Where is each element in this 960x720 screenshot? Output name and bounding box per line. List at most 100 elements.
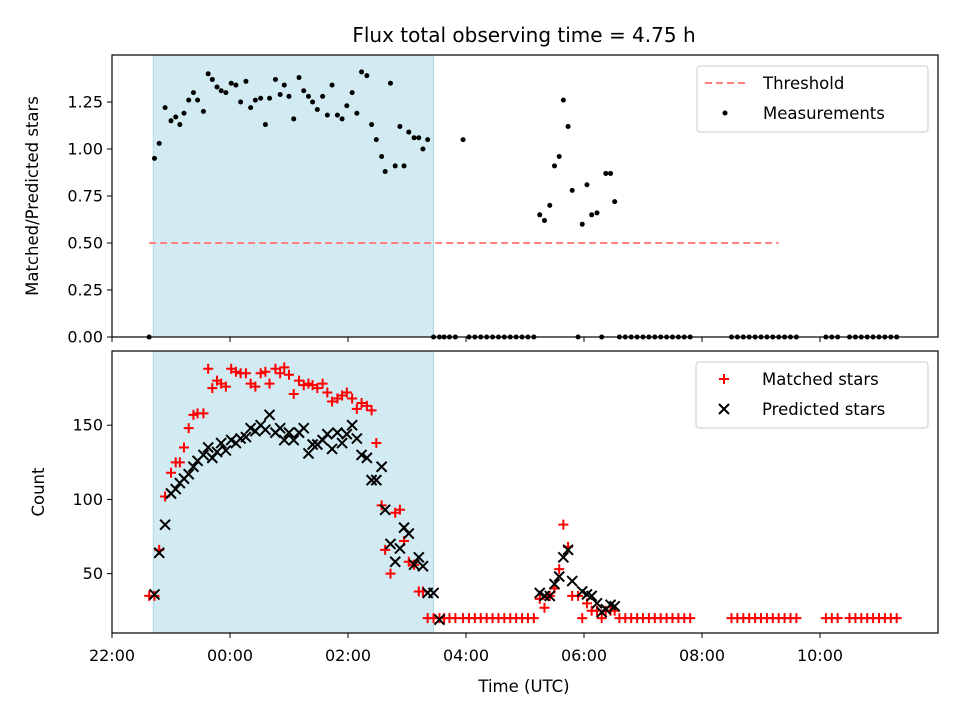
data-point — [579, 221, 585, 227]
data-point — [306, 438, 319, 451]
data-point — [200, 108, 206, 114]
data-point — [387, 80, 393, 86]
data-point — [281, 82, 287, 88]
data-point — [170, 483, 182, 495]
data-point — [371, 438, 382, 449]
data-point — [248, 105, 254, 111]
data-point — [385, 568, 396, 579]
data-point — [203, 363, 214, 374]
x-tick-label: 04:00 — [443, 646, 489, 665]
data-point — [566, 575, 578, 587]
data-point — [177, 122, 183, 128]
legend-swatch — [719, 374, 729, 384]
data-point — [336, 437, 348, 449]
data-point — [612, 199, 618, 205]
data-point — [403, 527, 415, 540]
data-point — [228, 80, 234, 86]
data-point — [238, 99, 244, 105]
legend-box — [695, 361, 929, 429]
data-point — [392, 163, 398, 169]
data-point — [298, 422, 310, 434]
data-point — [408, 559, 420, 571]
data-point — [577, 613, 588, 624]
data-point — [541, 217, 547, 223]
data-point — [539, 602, 550, 613]
data-point — [215, 437, 227, 449]
data-point — [153, 547, 165, 559]
data-point — [262, 122, 268, 128]
data-point — [562, 544, 574, 556]
data-point — [354, 110, 360, 116]
data-point — [223, 90, 229, 96]
data-point — [375, 461, 388, 473]
data-point — [584, 182, 590, 188]
data-point — [166, 467, 176, 478]
data-point — [214, 84, 220, 90]
data-point — [321, 428, 334, 440]
data-point — [310, 99, 316, 105]
data-point — [182, 468, 195, 480]
data-point — [277, 91, 283, 97]
data-point — [259, 423, 272, 436]
y-tick-label: 0.00 — [67, 328, 103, 347]
data-point — [305, 93, 311, 99]
y-axis-label: Count — [29, 467, 48, 517]
count-panel: 50 100 150 Count Matched stars Predicted star… — [29, 350, 939, 638]
data-point — [569, 187, 575, 193]
data-point — [596, 613, 607, 624]
data-point — [558, 519, 569, 530]
data-point — [275, 368, 286, 379]
data-point — [243, 78, 249, 84]
data-point — [301, 88, 307, 94]
data-point — [791, 613, 802, 624]
data-point — [159, 518, 171, 531]
data-point — [198, 408, 209, 419]
data-point — [279, 362, 290, 373]
data-point — [365, 474, 378, 486]
legend-label: Predicted stars — [762, 400, 885, 419]
data-point — [278, 434, 290, 446]
data-point — [552, 163, 557, 169]
data-point — [417, 560, 429, 572]
data-point — [312, 383, 323, 394]
data-point — [298, 380, 309, 391]
data-point — [537, 212, 543, 218]
data-point — [181, 110, 187, 116]
data-point — [258, 95, 264, 101]
data-point — [547, 202, 553, 208]
x-tick-label: 02:00 — [325, 646, 371, 665]
data-point — [322, 387, 333, 398]
data-point — [351, 432, 363, 445]
data-point — [156, 140, 162, 146]
legend-label: Threshold — [762, 74, 844, 93]
data-point — [291, 116, 297, 122]
data-point — [334, 112, 340, 118]
data-point — [149, 590, 160, 601]
data-point — [183, 423, 194, 434]
data-point — [460, 137, 466, 143]
data-point — [252, 97, 258, 103]
data-point — [230, 366, 241, 377]
data-point — [272, 76, 278, 82]
x-axis-label: Time (UTC) — [477, 677, 569, 696]
observing-window-shade — [153, 55, 434, 337]
data-point — [283, 426, 295, 439]
data-point — [218, 88, 224, 94]
data-point — [346, 419, 358, 431]
data-point — [240, 431, 252, 443]
data-point — [433, 613, 446, 626]
ratio-panel: 0.00 0.25 0.50 0.75 1.00 1.25 Matched/Predicte… — [23, 54, 939, 347]
chart-title: Flux total observing time = 4.75 h — [352, 23, 695, 47]
data-point — [389, 556, 401, 568]
legend-swatch — [718, 403, 730, 415]
data-point — [553, 570, 565, 583]
y-tick-label: 50 — [83, 564, 103, 583]
data-point — [589, 212, 595, 218]
data-point — [413, 551, 425, 564]
data-point — [528, 613, 539, 624]
legend: Matched stars Predicted stars — [695, 361, 929, 429]
data-point — [560, 97, 566, 103]
data-point — [427, 587, 440, 599]
y-tick-label: 100 — [72, 490, 103, 509]
data-point — [240, 368, 251, 379]
